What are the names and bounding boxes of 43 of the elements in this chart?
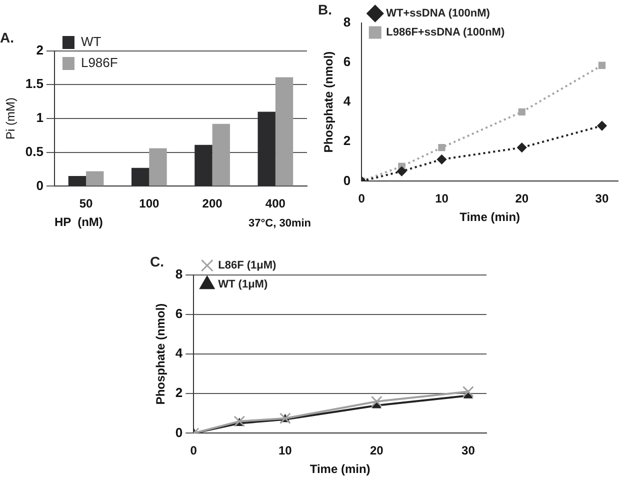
- y-axis-title: Phosphate (nmol): [322, 51, 336, 153]
- y-tick-label: 1: [36, 110, 44, 126]
- chart-title: B.: [318, 1, 332, 18]
- x-tick-label: 200: [202, 196, 223, 211]
- y-axis-title: Pi (mM): [4, 98, 18, 140]
- x-axis-title: Time (min): [310, 462, 370, 476]
- x-tick-label: 10: [278, 444, 292, 458]
- y-tick-label: 1.5: [25, 76, 44, 92]
- y-tick-label: 6: [343, 54, 351, 69]
- y-tick-label: 6: [175, 306, 183, 321]
- y-tick-label: 8: [343, 14, 351, 30]
- legend-label: L86F (1μM): [218, 260, 277, 272]
- x-tick-label: 30: [595, 192, 609, 206]
- x-axis-title: Time (min): [460, 210, 520, 224]
- y-tick-label: 0: [36, 178, 44, 193]
- y-tick-label: 0: [343, 172, 351, 188]
- y-tick-label: 2: [343, 133, 351, 148]
- x-tick-label: 400: [265, 196, 286, 211]
- x-tick-label: 30: [462, 444, 476, 458]
- x-tick-label: 0: [190, 444, 198, 458]
- legend-label: WT (1μM): [218, 278, 268, 291]
- x-tick-label: 0: [358, 192, 366, 206]
- chart-title: A.: [0, 29, 14, 46]
- legend-label: WT+ssDNA (100nM): [386, 8, 490, 20]
- x-tick-label: 20: [370, 444, 384, 458]
- y-tick-label: 0: [175, 424, 183, 440]
- legend-label: L986F: [80, 55, 118, 70]
- legend-label: WT: [80, 34, 102, 50]
- text: 37°C, 30min: [248, 218, 312, 230]
- y-tick-label: 4: [343, 94, 352, 109]
- y-axis-title: Phosphate (nmol): [154, 303, 168, 405]
- y-tick-label: 2: [175, 385, 183, 400]
- y-tick-label: 8: [175, 266, 183, 282]
- x-tick-label: 20: [515, 192, 529, 206]
- x-tick-label: 50: [79, 196, 94, 211]
- chart-title: C.: [150, 253, 164, 270]
- y-tick-label: 4: [175, 346, 184, 361]
- x-axis-title: HP (nM): [54, 215, 103, 230]
- x-tick-label: 100: [139, 196, 160, 211]
- y-tick-label: 0.5: [25, 144, 44, 159]
- y-tick-label: 2: [36, 42, 44, 58]
- legend-label: L986F+ssDNA (100nM): [386, 26, 505, 39]
- x-tick-label: 10: [435, 192, 449, 206]
